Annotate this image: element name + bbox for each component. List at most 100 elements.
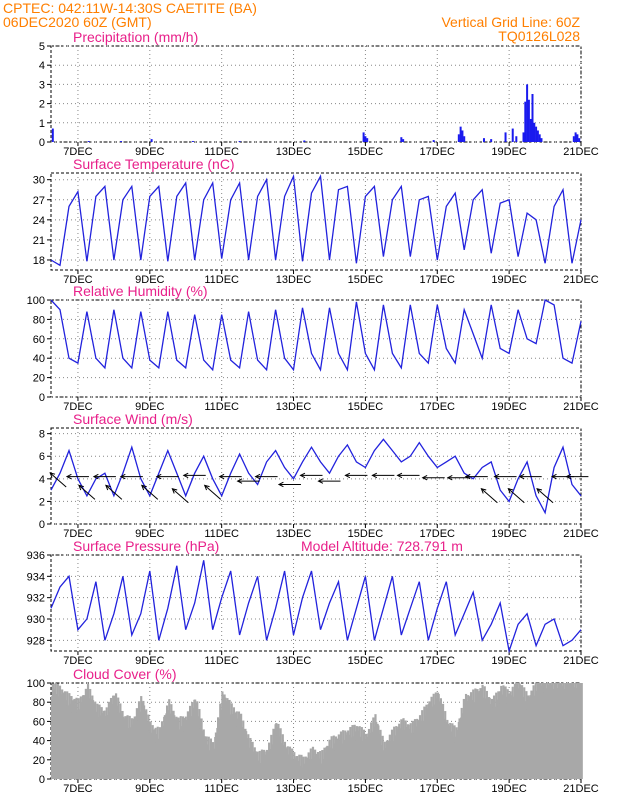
x-tick-label: 21DEC: [563, 146, 599, 158]
wind-arrow-head: [171, 488, 178, 494]
precip-bar: [482, 138, 485, 142]
precip-bar: [238, 141, 241, 142]
panel-title-cloud: Cloud Cover (%): [73, 666, 176, 682]
x-tick-label: 19DEC: [491, 146, 527, 158]
wind-arrow: [277, 481, 301, 488]
x-tick-label: 9DEC: [135, 401, 164, 413]
wind-arrow: [140, 484, 159, 500]
wind-arrow: [182, 472, 206, 479]
y-tick-label: 30: [33, 175, 45, 187]
x-tick-label: 7DEC: [63, 655, 92, 667]
x-tick-label: 19DEC: [491, 401, 527, 413]
wind-arrow: [49, 472, 67, 488]
x-tick-label: 17DEC: [420, 146, 456, 158]
x-tick-label: 19DEC: [491, 274, 527, 286]
precip-bar: [432, 140, 435, 142]
x-tick-label: 21DEC: [563, 783, 599, 795]
wind-arrow-head: [203, 484, 210, 491]
y-tick-label: 100: [27, 295, 45, 307]
x-tick-label: 11DEC: [204, 783, 239, 795]
x-tick-label: 13DEC: [276, 655, 312, 667]
wind-arrow-head: [140, 484, 147, 491]
wind-arrow: [421, 474, 445, 481]
cloud-bar: [307, 752, 310, 779]
precip-bar: [578, 138, 581, 142]
x-tick-label: 15DEC: [348, 528, 384, 540]
precip-bar: [526, 84, 529, 142]
wind-arrow-head: [446, 474, 453, 481]
x-tick-label: 17DEC: [420, 783, 456, 795]
precip-bar: [51, 128, 54, 142]
x-tick-label: 7DEC: [63, 274, 92, 286]
x-tick-label: 9DEC: [135, 783, 164, 795]
precip-bar: [463, 136, 466, 142]
precip-bar: [87, 141, 90, 142]
wind-arrow-head: [421, 474, 428, 481]
y-tick-label: 0: [39, 392, 45, 404]
precip-bar: [364, 136, 367, 142]
precip-bar: [120, 141, 123, 142]
panel-frame: [50, 172, 582, 271]
wind-arrow: [493, 473, 517, 480]
wind-arrow-head: [155, 473, 162, 480]
cloud-bar: [319, 750, 322, 779]
wind-arrow-head: [254, 473, 261, 480]
wind-arrow-head: [396, 472, 403, 479]
panel-title-precip: Precipitation (mm/h): [73, 29, 198, 45]
wind-arrow: [171, 488, 189, 504]
panel-temperature: 18 21 24 27 30 7DEC 9DEC 11DEC 13DEC 15DEC 17DEC 19…: [33, 156, 599, 286]
precip-bar: [150, 139, 153, 142]
y-tick-label: 27: [33, 195, 45, 207]
y-tick-label: 100: [27, 678, 45, 690]
wind-arrow-head: [78, 484, 84, 491]
x-tick-label: 13DEC: [276, 528, 312, 540]
cloud-bar: [580, 683, 583, 779]
pressure-line: [50, 560, 582, 654]
x-tick-label: 21DEC: [563, 401, 599, 413]
x-tick-label: 11DEC: [204, 274, 239, 286]
y-tick-label: 2: [39, 99, 45, 111]
x-tick-label: 15DEC: [348, 401, 384, 413]
wind-arrow-shaft: [481, 488, 498, 504]
precip-bar: [191, 141, 194, 142]
x-tick-label: 21DEC: [563, 528, 599, 540]
wind-arrow-head: [565, 473, 572, 480]
chart-header: CPTEC: 042:11W-14:30S CAETITE (BA) 06DEC…: [0, 0, 618, 46]
wind-arrow: [480, 488, 498, 504]
wind-arrow-head: [317, 478, 324, 484]
wind-arrow-head: [507, 488, 514, 494]
wind-arrow-shaft: [141, 485, 159, 500]
wind-arrow-shaft: [105, 485, 123, 500]
wind-arrow: [155, 473, 179, 480]
precip-bar: [400, 137, 403, 142]
y-tick-label: 0: [39, 774, 45, 786]
wind-arrow: [446, 474, 470, 481]
cloud-bar: [296, 756, 299, 779]
x-tick-label: 7DEC: [63, 401, 92, 413]
precip-bar: [533, 122, 536, 142]
station-info: CPTEC: 042:11W-14:30S CAETITE (BA): [3, 0, 257, 16]
wind-arrow: [236, 478, 260, 484]
precip-bar: [511, 128, 514, 142]
wind-arrow: [65, 473, 89, 480]
precip-bar: [574, 132, 577, 142]
x-tick-label: 11DEC: [204, 146, 239, 158]
wind-arrow-head: [464, 473, 471, 480]
y-tick-label: 934: [27, 571, 45, 583]
precip-bar: [536, 130, 539, 142]
wind-arrow-head: [49, 472, 56, 478]
y-tick-label: 3: [39, 79, 45, 91]
y-tick-label: 8: [39, 429, 45, 441]
x-tick-label: 9DEC: [135, 655, 164, 667]
x-tick-label: 9DEC: [135, 146, 164, 158]
wind-arrow: [92, 473, 116, 480]
x-tick-label: 15DEC: [348, 146, 384, 158]
wind-arrow-head: [277, 481, 284, 488]
precip-bar: [515, 136, 518, 142]
y-tick-label: 4: [39, 474, 45, 486]
precip-bar: [522, 132, 525, 142]
x-tick-label: 15DEC: [348, 783, 384, 795]
model-id: TQ0126L028: [498, 28, 580, 44]
x-tick-label: 17DEC: [420, 274, 456, 286]
y-tick-label: 928: [27, 635, 45, 647]
